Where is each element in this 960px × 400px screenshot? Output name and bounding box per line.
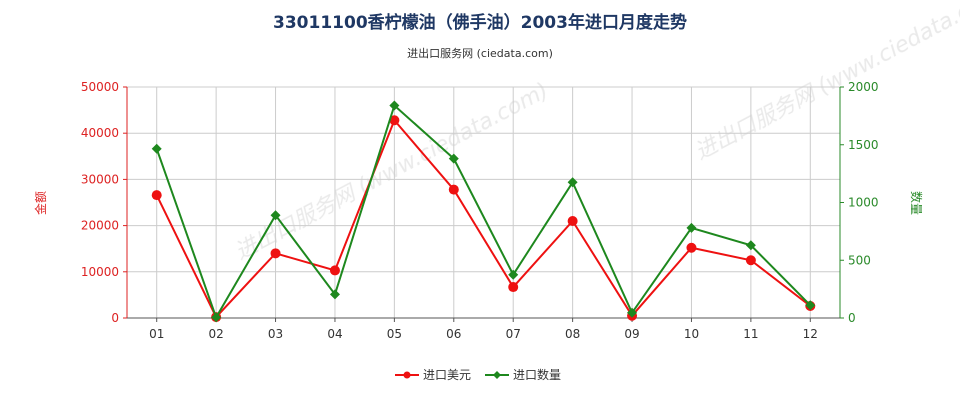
y-right-tick-label: 2000 bbox=[848, 80, 879, 94]
data-point bbox=[567, 177, 578, 188]
y-left-tick-label: 40000 bbox=[81, 126, 119, 140]
y-left-tick-label: 0 bbox=[111, 311, 119, 325]
y-left-label: 金额 bbox=[33, 191, 48, 215]
y-right-tick-label: 1500 bbox=[848, 138, 879, 152]
data-point bbox=[329, 289, 340, 300]
y-left-tick-label: 50000 bbox=[81, 80, 119, 94]
x-tick-label: 03 bbox=[268, 327, 283, 341]
y-right-tick-label: 0 bbox=[848, 311, 856, 325]
y-right-tick-label: 500 bbox=[848, 253, 871, 267]
legend-label: 进口美元 bbox=[423, 368, 471, 382]
data-point bbox=[448, 184, 459, 195]
legend-marker bbox=[403, 371, 411, 379]
data-point bbox=[686, 222, 697, 233]
watermark-text: 进出口服务网 (www.ciedata.com) bbox=[691, 0, 960, 165]
grid bbox=[127, 86, 840, 319]
x-tick-label: 06 bbox=[446, 327, 461, 341]
y-right-label: 数量 bbox=[909, 191, 924, 215]
y-left-tick-label: 30000 bbox=[81, 172, 119, 186]
legend-marker bbox=[493, 371, 501, 379]
legend: 进口美元 进口数量 bbox=[395, 367, 561, 382]
tick-labels: 0 10000 20000 30000 40000 50000 0 500 1000 1500 20… bbox=[81, 80, 879, 341]
data-point bbox=[151, 190, 162, 201]
chart-subtitle: 进出口服务网 (ciedata.com) bbox=[407, 46, 553, 60]
data-point bbox=[508, 282, 519, 293]
y-left-tick-label: 20000 bbox=[81, 219, 119, 233]
y-left-tick-label: 10000 bbox=[81, 265, 119, 279]
x-tick-label: 04 bbox=[327, 327, 342, 341]
series-line bbox=[155, 103, 812, 320]
data-point bbox=[329, 265, 340, 276]
data-point bbox=[270, 210, 281, 221]
x-tick-label: 07 bbox=[506, 327, 521, 341]
x-tick-label: 12 bbox=[803, 327, 818, 341]
x-tick-label: 08 bbox=[565, 327, 580, 341]
chart-title: 33011100香柠檬油（佛手油）2003年进口月度走势 bbox=[273, 12, 687, 33]
x-tick-label: 01 bbox=[149, 327, 164, 341]
axes bbox=[123, 86, 844, 322]
x-tick-label: 11 bbox=[743, 327, 758, 341]
data-point bbox=[151, 143, 162, 154]
data-point bbox=[686, 242, 697, 253]
data-point bbox=[211, 312, 222, 323]
x-tick-label: 09 bbox=[624, 327, 639, 341]
y-right-tick-label: 1000 bbox=[848, 196, 879, 210]
data-point bbox=[270, 248, 281, 259]
data-point bbox=[745, 255, 756, 266]
data-point bbox=[448, 153, 459, 164]
data-point bbox=[805, 300, 816, 311]
series-group bbox=[151, 100, 816, 323]
series-line bbox=[155, 118, 811, 319]
data-point bbox=[627, 307, 638, 318]
x-tick-label: 02 bbox=[208, 327, 223, 341]
data-point bbox=[745, 240, 756, 251]
data-point bbox=[508, 269, 519, 280]
data-point bbox=[567, 215, 578, 226]
data-point bbox=[389, 115, 400, 126]
data-point bbox=[389, 100, 400, 111]
x-tick-label: 10 bbox=[684, 327, 699, 341]
x-tick-label: 05 bbox=[387, 327, 402, 341]
legend-label: 进口数量 bbox=[513, 367, 561, 382]
